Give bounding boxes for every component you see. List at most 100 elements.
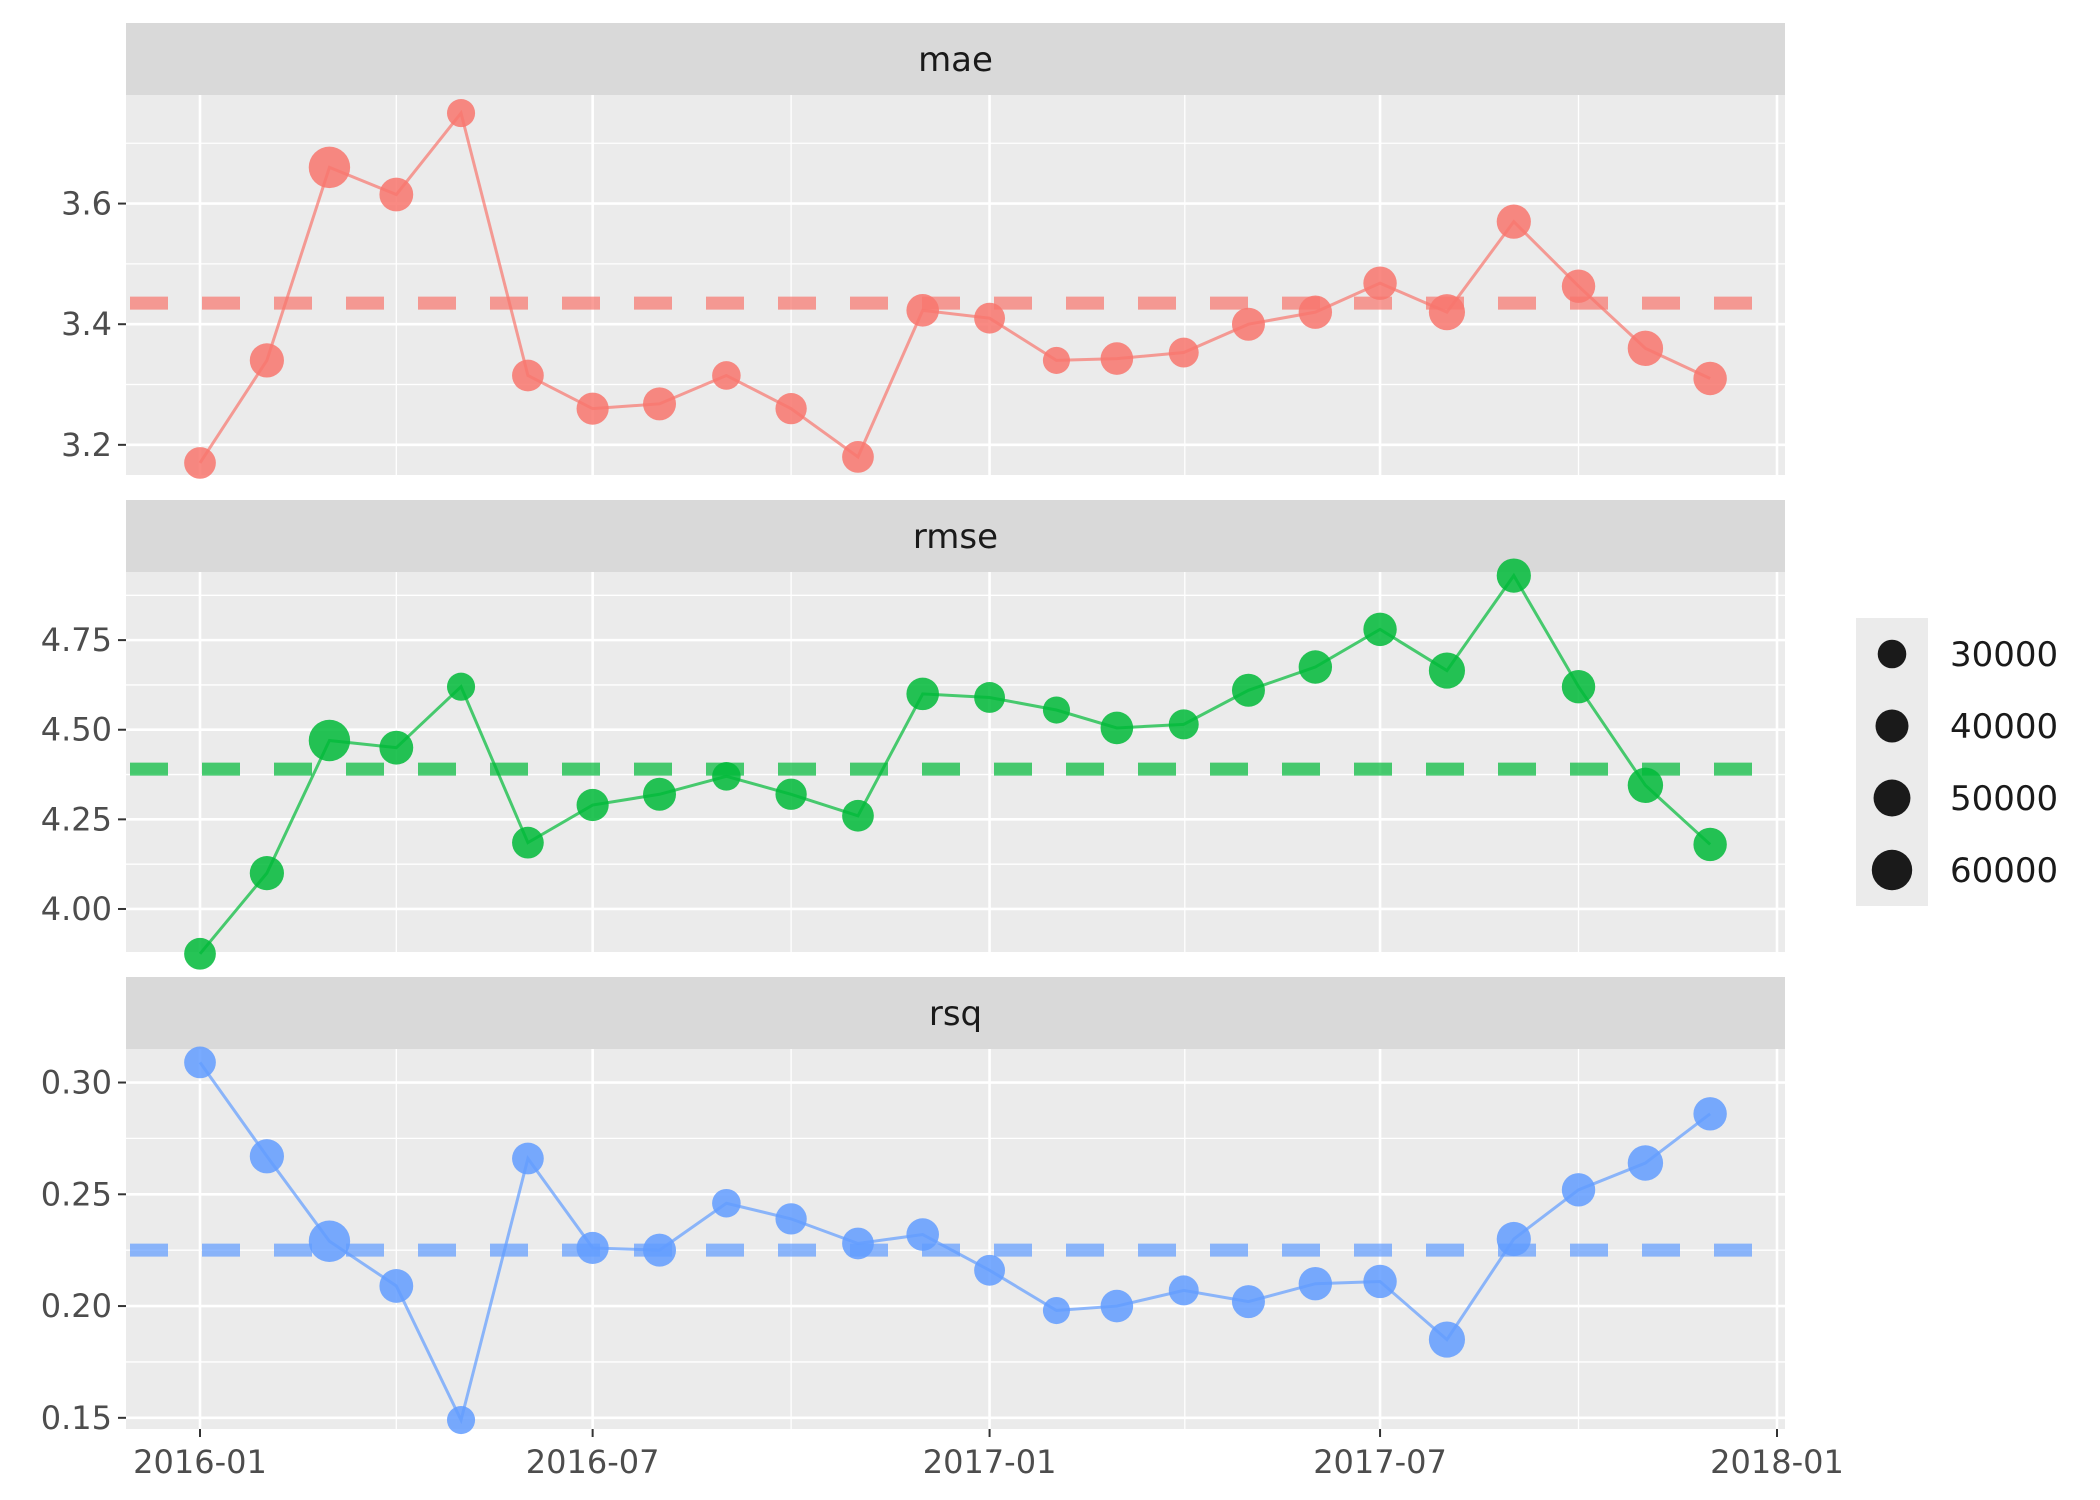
data-point — [1100, 342, 1134, 375]
x-tick-label: 2016-07 — [526, 1443, 660, 1481]
data-point — [379, 177, 414, 212]
legend-key — [1875, 709, 1909, 743]
data-point — [1428, 1321, 1466, 1358]
data-point — [1693, 827, 1727, 862]
data-point — [1496, 1221, 1531, 1257]
data-point — [1627, 330, 1664, 367]
data-point — [906, 677, 939, 711]
y-tick-label: 0.25 — [41, 1175, 112, 1213]
x-tick-label: 2018-01 — [1710, 1443, 1844, 1481]
data-point — [842, 799, 874, 832]
data-point — [1428, 652, 1466, 689]
series-line — [198, 572, 1712, 955]
y-tick-label: 3.2 — [61, 426, 112, 464]
data-point — [1561, 670, 1596, 704]
data-point — [1298, 1267, 1333, 1301]
legend-key — [1873, 779, 1911, 817]
data-point — [712, 361, 741, 390]
y-tick-label: 4.75 — [41, 621, 112, 659]
size-legend: 30000 40000 50000 60000 — [1856, 618, 2058, 906]
data-point — [379, 730, 414, 765]
data-point — [576, 392, 609, 425]
data-point — [1168, 1275, 1199, 1306]
facet-panel-rsq: rsq 0.15 0.20 0.25 0.30 2016-01 2016-07 2017-01… — [41, 977, 1844, 1481]
strip-label: rsq — [929, 994, 982, 1034]
y-tick-label: 4.00 — [41, 890, 112, 928]
data-point — [906, 1218, 939, 1251]
data-point — [1428, 294, 1466, 331]
data-point — [1042, 696, 1071, 724]
data-point — [1693, 361, 1727, 396]
strip-label: rmse — [913, 517, 998, 557]
data-point — [712, 1188, 741, 1218]
data-point — [1042, 346, 1071, 374]
strip-background — [126, 23, 1785, 95]
data-point — [1627, 1145, 1664, 1181]
data-point — [184, 937, 216, 970]
strip-background — [126, 977, 1785, 1049]
data-point — [1496, 558, 1531, 593]
data-point — [308, 1220, 351, 1262]
legend-label: 60000 — [1950, 851, 2058, 891]
data-point — [249, 1139, 284, 1174]
data-point — [643, 777, 677, 811]
y-tick-label: 0.15 — [41, 1399, 112, 1437]
y-tick-label: 0.20 — [41, 1287, 112, 1325]
data-point — [1100, 711, 1134, 745]
data-point — [1231, 673, 1265, 707]
strip-label: mae — [918, 40, 993, 80]
data-point — [842, 441, 874, 473]
data-point — [775, 1203, 807, 1235]
data-point — [1363, 266, 1397, 300]
data-point — [379, 1269, 414, 1303]
data-point — [1561, 1173, 1596, 1207]
data-point — [446, 99, 476, 128]
data-point — [1363, 612, 1397, 647]
data-point — [249, 343, 284, 378]
data-point — [184, 1046, 216, 1079]
data-point — [1693, 1097, 1727, 1131]
data-point — [643, 387, 677, 421]
legend-label: 30000 — [1950, 635, 2058, 675]
data-point — [308, 146, 351, 189]
panel-background — [126, 95, 1785, 475]
data-point — [1231, 307, 1265, 341]
data-point — [512, 1142, 544, 1175]
data-point — [1042, 1296, 1071, 1325]
data-point — [775, 778, 807, 810]
data-point — [1168, 337, 1199, 368]
data-point — [1561, 269, 1596, 303]
data-point — [974, 302, 1006, 334]
data-point — [842, 1227, 874, 1260]
y-tick-label: 0.30 — [41, 1064, 112, 1102]
data-point — [974, 682, 1006, 713]
legend-label: 40000 — [1950, 707, 2058, 747]
y-tick-label: 3.6 — [61, 185, 112, 223]
data-point — [1231, 1285, 1265, 1319]
data-point — [643, 1233, 677, 1267]
y-tick-label: 3.4 — [61, 305, 112, 343]
legend-key — [1871, 849, 1913, 891]
facet-panel-rmse: rmse 4.00 4.25 4.50 4.75 — [41, 500, 1785, 970]
data-point — [576, 1231, 609, 1265]
panel-background — [126, 572, 1785, 952]
data-point — [1298, 650, 1333, 684]
data-point — [712, 762, 741, 791]
data-point — [576, 788, 609, 822]
x-tick-label: 2016-01 — [133, 1443, 267, 1481]
data-point — [512, 359, 544, 392]
data-point — [906, 294, 939, 327]
data-point — [184, 447, 216, 479]
panel-background — [126, 1049, 1785, 1429]
data-point — [974, 1254, 1006, 1286]
data-point — [1627, 767, 1664, 803]
data-point — [1363, 1264, 1397, 1299]
data-point — [1496, 204, 1531, 239]
data-point — [446, 672, 476, 701]
data-point — [1100, 1289, 1134, 1323]
data-point — [775, 392, 807, 425]
data-point — [1168, 709, 1199, 740]
data-point — [249, 856, 284, 891]
legend-key — [1877, 639, 1907, 669]
